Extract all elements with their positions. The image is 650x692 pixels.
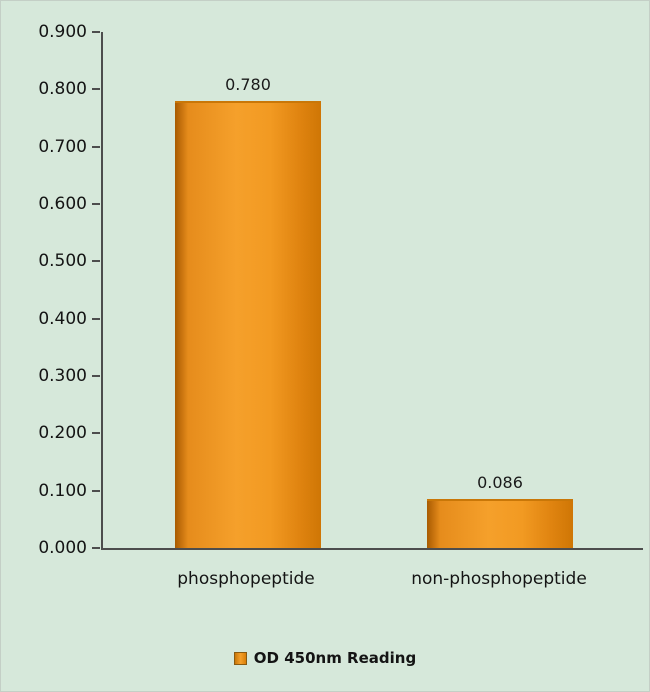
legend-swatch-icon xyxy=(233,651,247,665)
y-tick-label: 0.400 xyxy=(17,309,100,329)
y-tick-label: 0.200 xyxy=(17,423,100,443)
plot-area: 0.780 0.086 xyxy=(101,32,643,550)
y-tick-label: 0.800 xyxy=(17,79,100,99)
y-tick-label: 0.000 xyxy=(17,538,100,558)
y-axis: 0.900 0.800 0.700 0.600 0.500 0.400 0.30… xyxy=(1,1,101,691)
legend: OD 450nm Reading xyxy=(1,649,649,667)
bar-group-phosphopeptide: 0.780 xyxy=(175,75,321,548)
x-category-label-non-phosphopeptide: non-phosphopeptide xyxy=(411,569,587,589)
bar-phosphopeptide xyxy=(175,101,321,548)
y-tick-label: 0.700 xyxy=(17,137,100,157)
y-tick-label: 0.900 xyxy=(17,22,100,42)
bar-group-non-phosphopeptide: 0.086 xyxy=(427,473,573,548)
bar-non-phosphopeptide xyxy=(427,499,573,548)
y-tick-label: 0.100 xyxy=(17,481,100,501)
bar-value-label: 0.086 xyxy=(477,473,523,492)
y-tick-label: 0.600 xyxy=(17,194,100,214)
legend-label: OD 450nm Reading xyxy=(253,649,417,667)
y-tick-label: 0.500 xyxy=(17,251,100,271)
x-category-label-phosphopeptide: phosphopeptide xyxy=(177,569,315,589)
y-tick-label: 0.300 xyxy=(17,366,100,386)
bar-value-label: 0.780 xyxy=(225,75,271,94)
